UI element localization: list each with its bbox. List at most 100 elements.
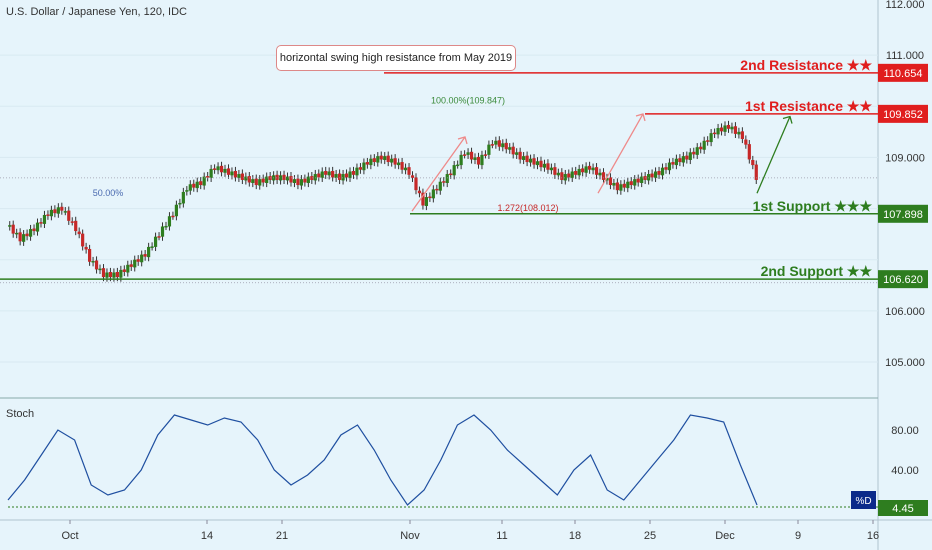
- candle-body: [56, 207, 60, 214]
- candle-body: [105, 272, 109, 278]
- candle-body: [629, 181, 633, 186]
- level-badge: [878, 104, 928, 123]
- swing-arrow: [756, 116, 791, 194]
- candle-body: [185, 190, 189, 192]
- candle-body: [53, 209, 57, 214]
- candle-body: [365, 162, 369, 165]
- candle-body: [449, 173, 453, 176]
- candle-body: [487, 144, 491, 155]
- candle-body: [115, 271, 119, 278]
- candle-body: [747, 144, 751, 160]
- candle-body: [608, 177, 613, 186]
- x-tick-label: Oct: [61, 530, 78, 542]
- candle-body: [424, 197, 429, 207]
- fib-label-top: 100.00%(109.847): [431, 96, 505, 106]
- candle-body: [98, 268, 102, 271]
- level-value: 107.898: [883, 209, 923, 221]
- candle-body: [46, 214, 50, 216]
- candle-body: [202, 176, 206, 186]
- candle-body: [11, 224, 15, 234]
- candle-body: [63, 211, 67, 213]
- candle-body: [462, 154, 467, 156]
- candle-body: [18, 232, 22, 242]
- candle-body: [539, 160, 543, 168]
- stoch-badge-bg: [851, 491, 876, 509]
- candle-body: [678, 158, 682, 163]
- stoch-label: Stoch: [6, 408, 35, 420]
- candle-body: [723, 125, 727, 132]
- candle-body: [483, 154, 488, 156]
- level-label: 2nd Resistance ★★: [740, 57, 872, 73]
- candle-body: [32, 228, 36, 232]
- candle-body: [442, 181, 446, 183]
- candle-body: [730, 126, 734, 130]
- level-label: 2nd Support ★★: [761, 263, 873, 279]
- y-tick-label: 111.000: [886, 50, 924, 62]
- candle-body: [77, 231, 81, 235]
- annotation-box[interactable]: horizontal swing high resistance from Ma…: [276, 45, 516, 71]
- candle-body: [601, 172, 606, 180]
- candle-body: [289, 176, 293, 183]
- candle-body: [140, 254, 144, 263]
- candle-body: [674, 158, 679, 166]
- candle-body: [410, 175, 415, 178]
- candle-body: [119, 269, 123, 278]
- candle-body: [445, 174, 449, 183]
- candle-body: [421, 192, 425, 206]
- y-axis: 112.000 111.000 109.000 106.000 105.000: [885, 0, 925, 369]
- candle-body: [216, 166, 220, 171]
- candle-body: [619, 184, 623, 191]
- candle-body: [695, 147, 699, 155]
- candle-body: [473, 157, 477, 160]
- candle-body: [74, 220, 78, 232]
- candle-body: [150, 246, 154, 248]
- candle-body: [129, 264, 133, 267]
- candle-body: [508, 147, 512, 150]
- candle-body: [122, 269, 126, 272]
- candle-body: [35, 222, 40, 232]
- x-tick-label: 25: [644, 530, 656, 542]
- level-value: 110.654: [884, 68, 923, 80]
- candle-body: [39, 222, 43, 224]
- candle-body: [341, 174, 345, 181]
- candle-body: [192, 183, 196, 188]
- candle-body: [278, 175, 283, 181]
- candle-body: [251, 179, 255, 183]
- candle-body: [560, 172, 564, 180]
- candle-body: [667, 162, 672, 171]
- candle-body: [28, 229, 33, 237]
- candle-body: [549, 167, 554, 171]
- candle-body: [320, 171, 324, 178]
- candle-body: [685, 155, 689, 160]
- candle-body: [657, 170, 661, 175]
- grid: [0, 54, 878, 363]
- candle-body: [358, 167, 363, 170]
- candle-body: [640, 176, 644, 183]
- candle-body: [574, 170, 578, 175]
- candle-body: [692, 151, 696, 155]
- candle-body: [219, 165, 224, 173]
- candle-body: [181, 191, 185, 204]
- candle-body: [626, 181, 630, 189]
- candle-body: [167, 216, 172, 227]
- candle-body: [386, 155, 390, 163]
- candle-body: [407, 167, 411, 175]
- candle-body: [504, 142, 508, 150]
- candle-body: [622, 183, 626, 188]
- candle-body: [591, 167, 595, 171]
- candle-body: [299, 179, 304, 186]
- candle-body: [379, 155, 383, 160]
- candle-body: [744, 139, 748, 145]
- fib-label-mid: 50.00%: [93, 188, 124, 198]
- candle-body: [584, 166, 588, 173]
- candle-body: [233, 170, 238, 178]
- candle-body: [254, 178, 258, 186]
- candle-body: [337, 173, 342, 180]
- candle-body: [716, 128, 720, 135]
- candle-body: [556, 172, 560, 176]
- candle-body: [8, 225, 12, 227]
- candle-body: [49, 209, 54, 217]
- candle-body: [653, 171, 658, 178]
- candle-body: [577, 168, 581, 176]
- y-tick-label: 112.000: [886, 0, 925, 11]
